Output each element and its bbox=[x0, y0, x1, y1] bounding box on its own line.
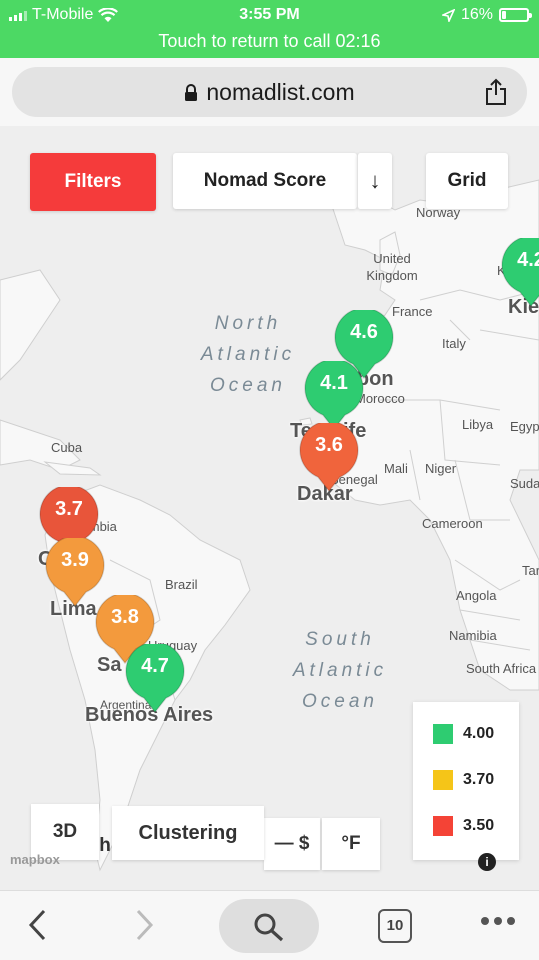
search-icon bbox=[254, 913, 284, 942]
place-label-angola: Angola bbox=[456, 588, 497, 603]
place-label-south-africa: South Africa bbox=[466, 661, 537, 676]
browser-url-area: nomadlist.com bbox=[0, 58, 539, 126]
place-label-sudan: Suda bbox=[510, 476, 539, 491]
north-atlantic-line-3: Ocean bbox=[210, 375, 286, 396]
legend-swatch-red bbox=[433, 816, 453, 836]
place-label-italy: Italy bbox=[442, 336, 466, 351]
south-atlantic-line-2: Atlantic bbox=[292, 660, 388, 681]
south-atlantic-line-1: South bbox=[305, 629, 375, 650]
search-button[interactable] bbox=[219, 899, 319, 953]
marker-score: 4.7 bbox=[141, 655, 169, 677]
city-label-santiago[interactable]: Sa bbox=[97, 654, 122, 676]
clustering-toggle-button[interactable]: Clustering bbox=[112, 806, 264, 860]
score-marker[interactable]: 4.2 bbox=[500, 235, 539, 308]
north-atlantic-label: North Atlantic Ocean bbox=[188, 308, 308, 401]
marker-score: 4.6 bbox=[350, 321, 378, 343]
battery-level bbox=[502, 11, 506, 19]
score-marker[interactable]: 3.9 bbox=[44, 535, 106, 608]
mapbox-logo: mapbox bbox=[10, 852, 60, 867]
south-atlantic-line-3: Ocean bbox=[302, 691, 378, 712]
address-bar[interactable]: nomadlist.com bbox=[12, 67, 527, 117]
status-row: T-Mobile 3:55 PM 16% bbox=[0, 4, 539, 26]
forward-icon[interactable] bbox=[132, 905, 156, 945]
location-icon bbox=[441, 8, 455, 22]
marker-score: 4.1 bbox=[320, 372, 348, 394]
legend-label: 3.70 bbox=[463, 771, 495, 788]
north-atlantic-line-2: Atlantic bbox=[200, 344, 296, 365]
place-label-libya: Libya bbox=[462, 417, 494, 432]
carrier-name: T-Mobile bbox=[32, 6, 94, 23]
status-time: 3:55 PM bbox=[239, 6, 300, 23]
score-marker[interactable]: 4.7 bbox=[124, 641, 186, 714]
score-legend: 4.00 3.70 3.50 bbox=[413, 702, 519, 860]
legend-swatch-yellow bbox=[433, 770, 453, 790]
temperature-unit-toggle[interactable]: °F bbox=[322, 818, 380, 870]
sort-direction-button[interactable]: ↓ bbox=[357, 153, 392, 209]
legend-item: 3.70 bbox=[433, 770, 494, 790]
back-icon[interactable] bbox=[26, 905, 50, 945]
marker-score: 4.2 bbox=[517, 249, 539, 271]
score-marker[interactable]: 4.1 bbox=[303, 358, 365, 431]
north-atlantic-line-1: North bbox=[214, 313, 282, 334]
grid-view-button[interactable]: Grid bbox=[426, 153, 508, 209]
address-text-row: nomadlist.com bbox=[12, 79, 527, 106]
place-label-namibia: Namibia bbox=[449, 628, 497, 643]
currency-toggle[interactable]: — $ bbox=[264, 818, 320, 870]
return-to-call-banner[interactable]: Touch to return to call 02:16 bbox=[158, 31, 381, 51]
place-label-brazil: Brazil bbox=[165, 577, 198, 592]
city-label-lima[interactable]: Lima bbox=[50, 598, 97, 620]
carrier-group: T-Mobile bbox=[9, 6, 119, 24]
3d-toggle-button[interactable]: 3D bbox=[31, 804, 99, 860]
place-label-france: France bbox=[392, 304, 433, 319]
lock-icon bbox=[185, 84, 198, 101]
place-label-niger: Niger bbox=[425, 461, 457, 476]
place-label-cuba: Cuba bbox=[51, 440, 83, 455]
info-icon[interactable]: i bbox=[478, 853, 496, 871]
more-icon[interactable] bbox=[481, 917, 515, 925]
battery-icon bbox=[499, 8, 532, 22]
marker-score: 3.9 bbox=[61, 549, 89, 571]
legend-item: 3.50 bbox=[433, 816, 494, 836]
sort-field-dropdown[interactable]: Nomad Score bbox=[173, 153, 357, 209]
legend-item: 4.00 bbox=[433, 724, 494, 744]
south-atlantic-label: South Atlantic Ocean bbox=[280, 624, 400, 717]
place-label-argentina: Argentina bbox=[100, 698, 152, 712]
browser-bottom-toolbar: 10 bbox=[0, 890, 539, 960]
marker-score: 3.8 bbox=[111, 606, 139, 628]
wifi-icon bbox=[98, 7, 119, 22]
score-marker[interactable]: 3.6 bbox=[298, 420, 360, 493]
hidden-control-fragment: h bbox=[99, 835, 111, 856]
place-label-mali: Mali bbox=[384, 461, 408, 476]
battery-percent: 16% bbox=[460, 6, 493, 23]
tabs-icon[interactable]: 10 bbox=[378, 909, 412, 943]
place-label-cameroon: Cameroon bbox=[422, 516, 483, 531]
filters-button[interactable]: Filters bbox=[30, 153, 156, 211]
share-icon[interactable] bbox=[483, 78, 509, 106]
place-label-morocco: Morocco bbox=[355, 391, 405, 406]
signal-icon bbox=[9, 9, 27, 21]
status-right-group: 16% bbox=[441, 6, 532, 24]
city-label-buenos-aires[interactable]: Buenos Aires bbox=[85, 704, 214, 726]
legend-label: 4.00 bbox=[463, 725, 495, 742]
legend-swatch-green bbox=[433, 724, 453, 744]
score-marker[interactable]: 3.8 bbox=[94, 592, 156, 665]
marker-score: 3.7 bbox=[55, 498, 83, 520]
place-label-tanzania: Tar bbox=[522, 563, 539, 578]
city-label-dakar[interactable]: Dakar bbox=[297, 483, 353, 505]
call-status-bar[interactable]: T-Mobile 3:55 PM 16% Touch to return to … bbox=[0, 0, 539, 58]
legend-label: 3.50 bbox=[463, 817, 495, 834]
url-text: nomadlist.com bbox=[206, 79, 355, 105]
marker-score: 3.6 bbox=[315, 434, 343, 456]
place-label-egypt: Egyp bbox=[510, 419, 539, 434]
place-label-united-kingdom: United Kingdom bbox=[366, 251, 418, 283]
